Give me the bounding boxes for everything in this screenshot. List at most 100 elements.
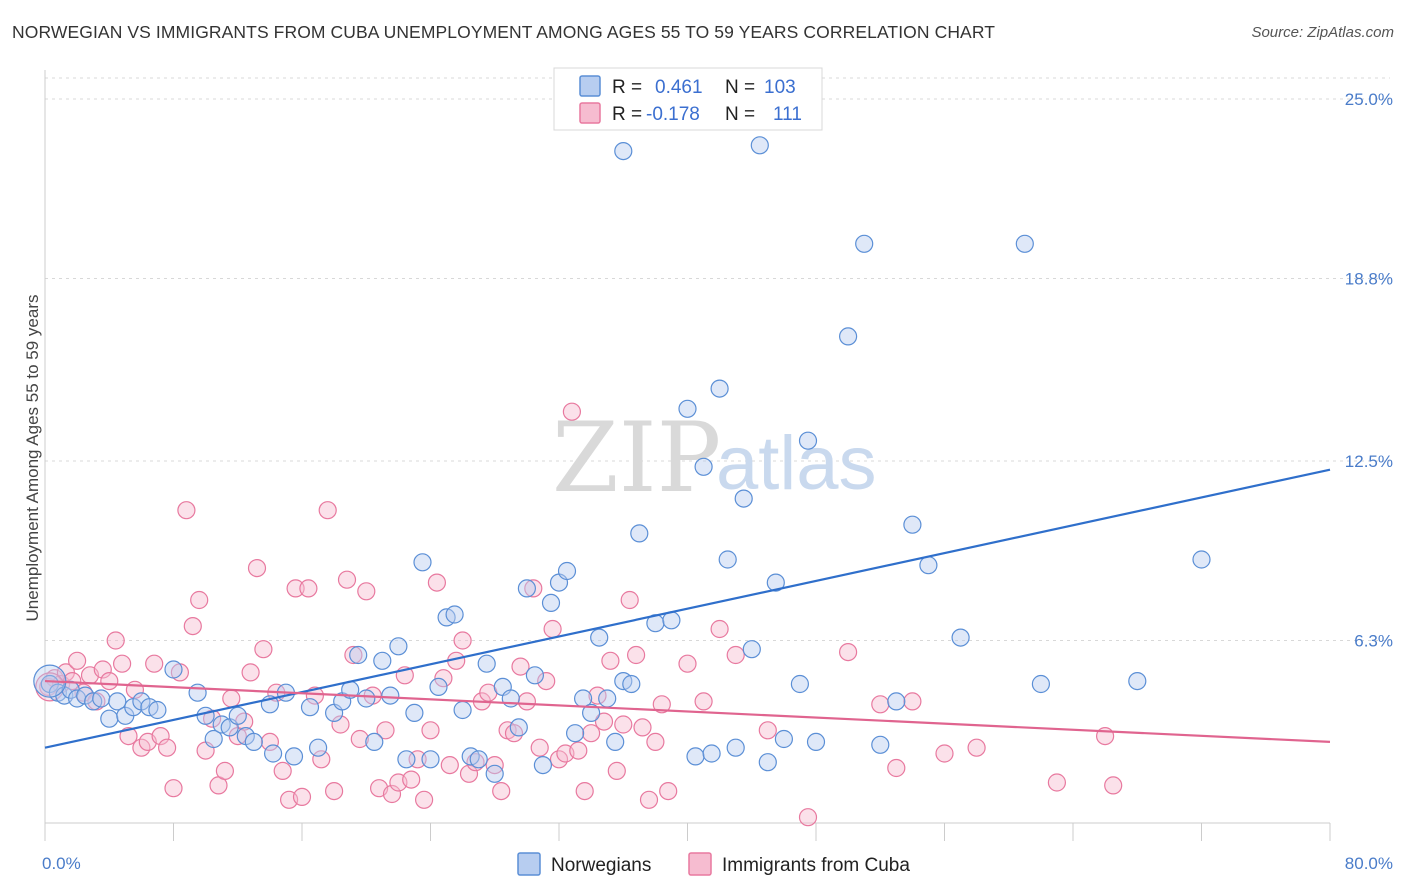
norwegians-point <box>951 628 970 647</box>
norwegians-point <box>196 706 215 725</box>
cuba-point <box>318 501 337 520</box>
y-tick-label: 18.8% <box>1345 270 1393 289</box>
cuba-point <box>305 686 324 705</box>
norwegians-point <box>397 750 416 769</box>
legend-n-label-2: N = <box>725 104 755 125</box>
bottom-legend-swatch-cuba <box>688 852 712 876</box>
norwegians-point <box>1015 234 1034 253</box>
cuba-point <box>241 663 260 682</box>
norwegians-point <box>349 645 368 665</box>
norwegians-point <box>766 573 785 592</box>
norwegians-point <box>734 489 753 508</box>
cuba-point <box>183 616 202 636</box>
cuba-point <box>427 573 446 592</box>
norwegians-point <box>453 700 472 720</box>
legend-r-value-1: 0.461 <box>655 77 703 98</box>
norwegians-point <box>806 732 826 752</box>
norwegians-point <box>300 698 320 717</box>
cuba-point <box>614 715 633 734</box>
cuba-point <box>292 787 312 807</box>
cuba-point <box>887 758 906 778</box>
norwegians-point <box>614 142 633 161</box>
norwegians-point <box>429 677 448 697</box>
grid-lines <box>45 77 1390 642</box>
cuba-point <box>967 738 986 757</box>
norwegians-point <box>887 692 906 711</box>
norwegians-point <box>381 686 400 705</box>
legend-swatch-cuba <box>579 102 601 124</box>
norwegians-point <box>838 327 858 346</box>
cuba-point <box>164 779 183 798</box>
cuba-point <box>903 692 922 711</box>
norwegians-point <box>517 579 537 598</box>
norwegians-point <box>581 703 601 723</box>
bottom-legend-cuba: Immigrants from Cuba <box>722 855 910 876</box>
cuba-trend-line <box>44 679 1331 744</box>
cuba-point <box>935 744 954 763</box>
norwegians-point <box>228 706 247 725</box>
norwegians-point <box>742 640 761 659</box>
cuba-point <box>67 651 87 670</box>
cuba-point <box>299 579 318 598</box>
cuba-point <box>492 781 511 801</box>
norwegians-point <box>630 524 649 543</box>
cuba-point <box>659 781 678 801</box>
cuba-point <box>626 645 646 665</box>
cuba-point <box>581 724 601 743</box>
trend-lines <box>44 468 1331 749</box>
cuba-point <box>758 721 777 740</box>
cuba-point <box>222 689 241 708</box>
norwegians-point <box>903 515 922 534</box>
norwegians-point <box>718 550 737 569</box>
cuba-point <box>678 654 697 673</box>
norwegians-point <box>477 654 496 673</box>
cuba-point <box>151 726 170 746</box>
cuba-point <box>357 582 376 601</box>
norwegians-point <box>790 674 810 694</box>
cuba-point <box>145 654 164 673</box>
cuba-point <box>382 784 402 804</box>
norwegians-point <box>678 399 697 418</box>
cuba-point <box>434 669 453 688</box>
watermark-zip: ZIP <box>552 402 721 514</box>
cuba-point <box>1047 773 1067 792</box>
norwegians-point <box>445 605 464 624</box>
cuba-point <box>601 651 620 670</box>
norwegians-point <box>92 689 111 708</box>
cuba-point <box>337 570 357 589</box>
norwegians-point <box>606 732 625 752</box>
norwegians-point <box>758 753 777 772</box>
cuba-point <box>273 761 292 781</box>
norwegians-point <box>710 379 729 398</box>
norwegians-point <box>389 637 408 656</box>
chart-title: NORWEGIAN VS IMMIGRANTS FROM CUBA UNEMPL… <box>12 22 996 42</box>
cuba-point <box>530 738 549 757</box>
norwegians-point <box>565 724 585 743</box>
norwegians-point <box>726 738 745 757</box>
norwegians-point <box>100 709 119 728</box>
axes <box>44 70 1331 841</box>
cuba-point <box>537 671 556 691</box>
cuba-point <box>350 729 369 749</box>
y-tick-labels: 6.3% 12.5% 18.8% 25.0% <box>1345 90 1393 651</box>
cuba-point <box>325 781 344 801</box>
series-norwegians-points <box>33 136 1211 783</box>
cuba-point <box>415 790 434 809</box>
norwegians-point <box>686 747 705 766</box>
cuba-point <box>517 692 537 711</box>
cuba-point <box>190 590 209 610</box>
cuba-point <box>177 501 196 520</box>
legend-n-value-2: 111 <box>773 104 802 125</box>
cuba-point <box>594 712 614 731</box>
norwegians-point <box>541 593 561 613</box>
cuba-point <box>247 558 267 578</box>
norwegians-point <box>485 764 504 783</box>
cuba-point <box>466 753 485 772</box>
legend-swatch-norwegians <box>579 75 601 97</box>
cuba-point <box>694 692 713 711</box>
bottom-legend-norwegians: Norwegians <box>551 855 651 876</box>
cuba-point <box>106 631 125 650</box>
legend-r-value-2: -0.178 <box>646 104 700 125</box>
norwegians-point <box>204 729 223 749</box>
